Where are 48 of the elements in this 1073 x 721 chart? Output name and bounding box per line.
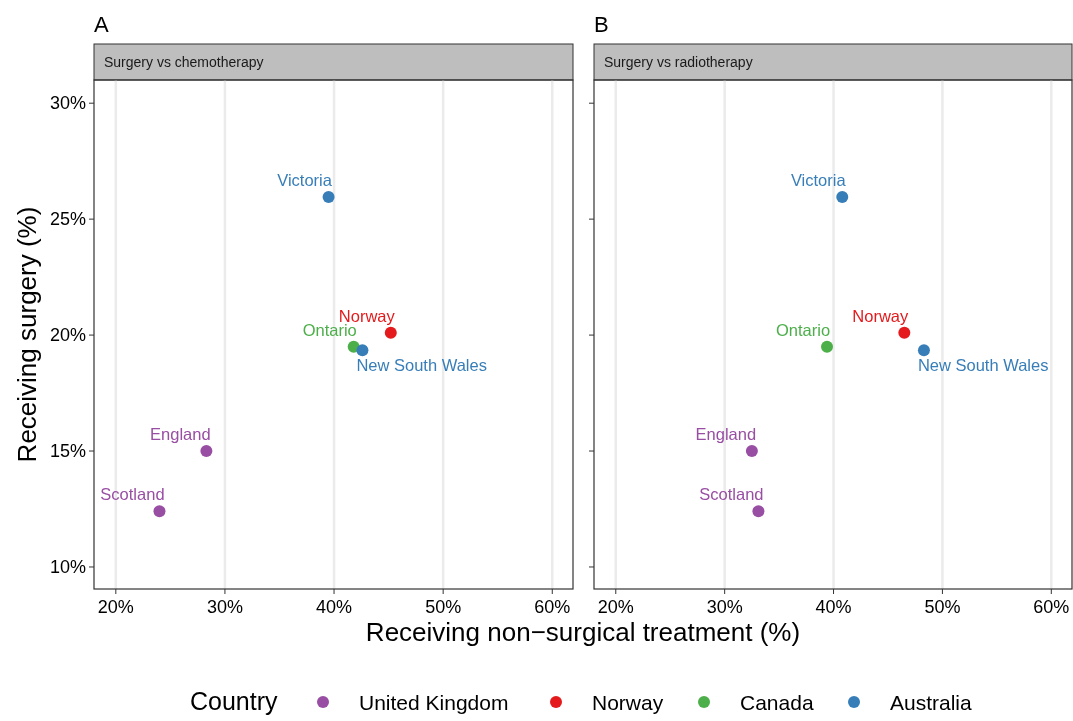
y-tick-label: 25% [49, 209, 86, 230]
y-axis-title: Receiving surgery (%) [12, 206, 42, 463]
legend-label: United Kingdom [359, 691, 509, 714]
chart-subtitle: Surgery vs chemotherapy [104, 54, 264, 70]
annotation: New South Wales [917, 356, 1049, 375]
x-axis-title: Receiving non−surgical treatment (%) [365, 617, 801, 647]
x-tick-label: 60% [534, 597, 571, 617]
legend-title: Country [190, 687, 279, 715]
point [836, 191, 849, 204]
chart-title: A [94, 12, 109, 37]
point [917, 344, 930, 357]
annotation: Scotland [100, 485, 165, 504]
y-tick-label: 10% [49, 556, 86, 577]
annotation: Ontario [775, 320, 831, 339]
point [384, 326, 397, 339]
annotation: England [150, 425, 211, 444]
annotation: Scotland [699, 485, 764, 504]
annotation: Norway [338, 306, 396, 325]
x-tick-label: 20% [97, 597, 134, 617]
x-tick-label: 30% [206, 597, 243, 617]
point [356, 344, 369, 357]
legend-label: Canada [740, 691, 814, 714]
point [153, 505, 166, 518]
annotation: New South Wales [356, 356, 487, 375]
point [752, 505, 765, 518]
legend-label: Australia [890, 691, 973, 714]
x-tick-label: 60% [1033, 597, 1070, 617]
chart-title: B [594, 12, 609, 37]
y-tick-label: 15% [49, 441, 86, 462]
x-tick-label: 50% [924, 597, 961, 617]
point [200, 445, 213, 458]
point [821, 340, 834, 353]
annotation: Victoria [790, 171, 847, 190]
x-tick-label: 20% [597, 597, 634, 617]
y-tick-label: 30% [49, 93, 86, 114]
point [898, 326, 911, 339]
x-tick-label: 50% [425, 597, 462, 617]
y-tick-label: 20% [49, 325, 86, 346]
chart-subtitle: Surgery vs radiotherapy [604, 54, 753, 70]
legend-label: Norway [592, 691, 664, 714]
annotation: England [695, 425, 757, 444]
x-tick-label: 40% [316, 597, 353, 617]
x-tick-label: 40% [815, 597, 852, 617]
point [745, 445, 758, 458]
point [322, 191, 335, 204]
annotation: Norway [852, 306, 910, 325]
x-tick-label: 30% [706, 597, 743, 617]
annotation: Victoria [277, 171, 333, 190]
